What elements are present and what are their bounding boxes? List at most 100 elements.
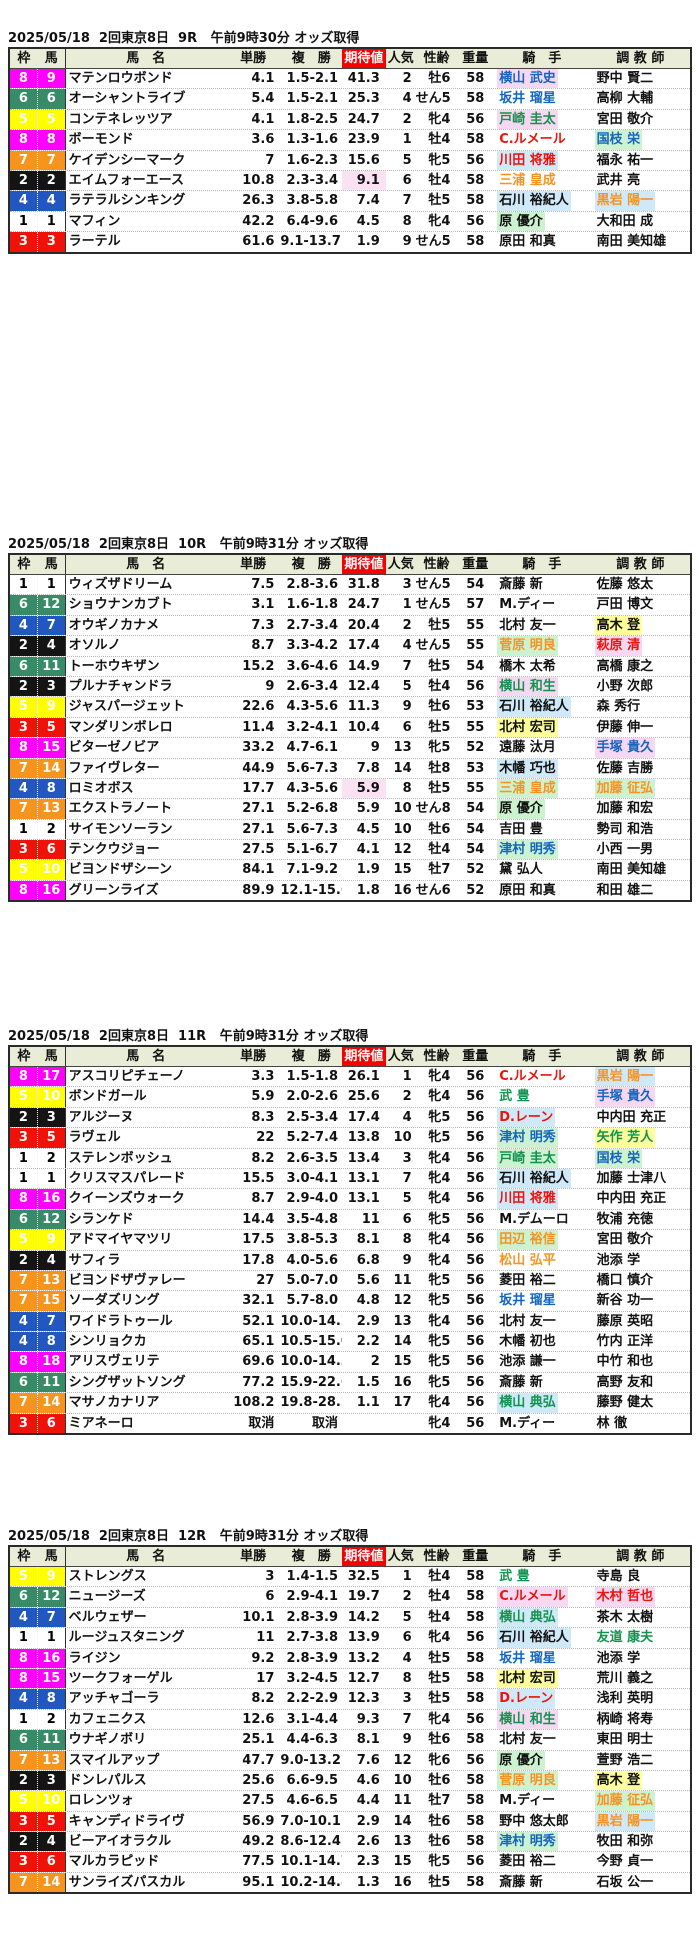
jockey-cell: 木幡 巧也 <box>493 758 590 778</box>
trainer-name: 友道 康夫 <box>596 1630 654 1646</box>
popularity-cell: 8 <box>402 1670 412 1686</box>
place-odds-cell: 取消 <box>312 1415 339 1431</box>
popularity-cell: 9 <box>402 699 412 715</box>
trainer-cell: 中竹 和也 <box>591 1352 690 1371</box>
weight-cell: 56 <box>466 213 485 229</box>
trainer-name: 加藤 士津八 <box>596 1170 667 1186</box>
place-odds-cell: 7.1-9.2 <box>286 862 339 878</box>
horse-name-cell: オソルノ <box>68 638 121 654</box>
trainer-name: 中内田 充正 <box>596 1109 667 1125</box>
jockey-name: 戸崎 圭太 <box>497 109 558 130</box>
popularity-cell: 13 <box>393 1313 412 1329</box>
jockey-name: 横山 和生 <box>497 676 558 697</box>
win-odds-cell: 14.4 <box>242 1211 275 1227</box>
popularity-cell: 14 <box>393 1813 412 1829</box>
sex-age-cell: 牝4 <box>428 1313 451 1329</box>
jockey-cell: 石川 裕紀人 <box>493 1168 590 1189</box>
place-odds-cell: 2.8-3.9 <box>286 1609 339 1625</box>
trainer-cell: 高橋 康之 <box>591 657 690 676</box>
trainer-cell: 宮田 敬介 <box>591 1230 690 1249</box>
jockey-name: 石川 裕紀人 <box>497 1628 571 1648</box>
table-row: 6 12 ニュージーズ 6 2.9-4.1 19.7 2 牡4 58 C.ルメール 木村 哲也 <box>10 1586 690 1607</box>
sex-age-cell: 牡5 <box>428 1650 451 1666</box>
expected-value-cell: 1.8 <box>356 882 380 898</box>
place-odds-cell: 10.5-15.0 <box>280 1334 342 1350</box>
popularity-cell: 5 <box>402 152 412 168</box>
jockey-cell: 津村 明秀 <box>493 840 590 860</box>
expected-value-cell: 9.1 <box>342 170 386 191</box>
frame-cell: 7 <box>10 1291 38 1311</box>
sex-age-cell: 牝5 <box>428 1374 451 1390</box>
race-title: 2025/05/18 2回東京8日 9R 午前9時30分 オッズ取得 <box>8 31 360 46</box>
column-header-place-odds-cell: 複 勝 <box>291 1549 331 1564</box>
table-row: 3 5 キャンディドライヴ 56.9 7.0-10.1 2.9 14 牡6 58 野中 悠太郎 黒岩… <box>10 1810 690 1832</box>
horse-number-cell: 7 <box>37 1607 66 1628</box>
place-odds-cell: 1.6-1.8 <box>286 597 339 613</box>
trainer-cell: 国枝 栄 <box>591 130 690 150</box>
win-odds-cell: 6 <box>265 1589 275 1605</box>
horse-number-cell: 10 <box>37 1791 66 1811</box>
expected-value-cell: 2.3 <box>356 1854 380 1870</box>
popularity-cell: 5 <box>402 678 412 694</box>
weight-cell: 57 <box>466 597 485 613</box>
trainer-cell: 高柳 大輔 <box>591 89 690 108</box>
trainer-name: 和田 雄二 <box>596 882 654 898</box>
place-odds-cell: 2.6-3.4 <box>286 678 339 694</box>
trainer-cell: 今野 貞一 <box>591 1852 690 1871</box>
horse-number-cell: 2 <box>37 170 66 191</box>
table-row: 8 17 アスコリピチェーノ 3.3 1.5-1.8 26.1 1 牝4 56 C.ルメール 黒岩 … <box>10 1067 690 1087</box>
column-header-jockey-cell: 騎 手 <box>522 51 562 66</box>
popularity-cell: 2 <box>402 71 412 86</box>
trainer-cell: 牧田 和弥 <box>591 1832 690 1851</box>
column-header-sex-age-cell: 性齢 <box>423 51 450 66</box>
expected-value-cell: 6.8 <box>356 1252 380 1268</box>
frame-cell: 2 <box>10 1770 38 1791</box>
sex-age-cell: 牝5 <box>428 1272 451 1288</box>
table-row: 7 14 ファイヴレター 44.9 5.6-7.3 7.8 14 牡8 53 木幡 巧也 佐藤 吉勝 <box>10 757 690 778</box>
column-header-win-odds-cell: 単勝 <box>240 557 267 572</box>
trainer-name: 茶木 太樹 <box>596 1609 654 1625</box>
horse-name-cell: エイムフォーエース <box>68 172 184 188</box>
trainer-cell: 野中 賢二 <box>591 69 690 88</box>
jockey-name: 川田 将雅 <box>497 150 558 170</box>
jockey-name: 野中 悠太郎 <box>499 1813 569 1829</box>
frame-cell: 5 <box>10 860 38 880</box>
expected-value-cell: 13.9 <box>347 1630 380 1646</box>
trainer-cell: 高野 友和 <box>591 1373 690 1392</box>
odds-table: 枠馬馬 名単勝複 勝期待値 人気 性齢 重量騎 手調 教 師 5 9 ストレングス 3 1.4-… <box>8 1545 692 1895</box>
jockey-name: 戸崎 圭太 <box>497 1148 558 1168</box>
trainer-cell: 高木 登 <box>591 1770 690 1791</box>
horse-number-cell: 5 <box>37 717 66 738</box>
frame-cell: 8 <box>10 1352 38 1372</box>
column-header-horse-name-cell: 馬 名 <box>126 1549 166 1564</box>
trainer-cell: 茶木 太樹 <box>591 1608 690 1627</box>
place-odds-cell: 4.6-6.5 <box>286 1793 339 1809</box>
jockey-cell: 石川 裕紀人 <box>493 191 590 211</box>
popularity-cell: 14 <box>393 760 412 776</box>
win-odds-cell: 25.1 <box>242 1732 275 1748</box>
win-odds-cell: 5.9 <box>251 1089 275 1105</box>
place-odds-cell: 2.9-4.1 <box>286 1589 339 1605</box>
trainer-name: 浅利 英明 <box>596 1691 654 1707</box>
table-row: 8 8 ボーモンド 3.6 1.3-1.6 23.9 1 牡4 58 C.ルメール 国枝 栄 <box>10 129 690 150</box>
expected-value-cell: 14.2 <box>347 1609 380 1625</box>
jockey-name: 北村 宏司 <box>497 717 558 738</box>
weight-cell: 56 <box>466 1130 485 1146</box>
frame-cell: 4 <box>10 1607 38 1628</box>
sex-age-cell: 牝5 <box>428 1354 451 1370</box>
frame-cell: 3 <box>10 1811 38 1832</box>
frame-cell: 3 <box>10 232 38 252</box>
column-header-horse-number-cell: 馬 <box>38 1047 66 1066</box>
table-row: 6 11 ウナギノボリ 25.1 4.4-6.3 8.1 9 牡6 58 北村 友一 東田 明士 <box>10 1729 690 1750</box>
place-odds-cell: 4.3-5.6 <box>286 780 339 796</box>
frame-cell: 6 <box>10 1730 38 1750</box>
weight-cell: 56 <box>466 1752 485 1768</box>
horse-number-cell: 3 <box>37 676 66 697</box>
jockey-name: 石川 裕紀人 <box>497 1168 571 1189</box>
trainer-name: 黒岩 陽一 <box>594 191 656 211</box>
place-odds-cell: 1.5-2.1 <box>286 71 339 86</box>
horse-number-cell: 6 <box>37 89 66 109</box>
trainer-name: 池添 学 <box>596 1650 641 1666</box>
horse-name-cell: ジャスパージェット <box>68 699 185 715</box>
